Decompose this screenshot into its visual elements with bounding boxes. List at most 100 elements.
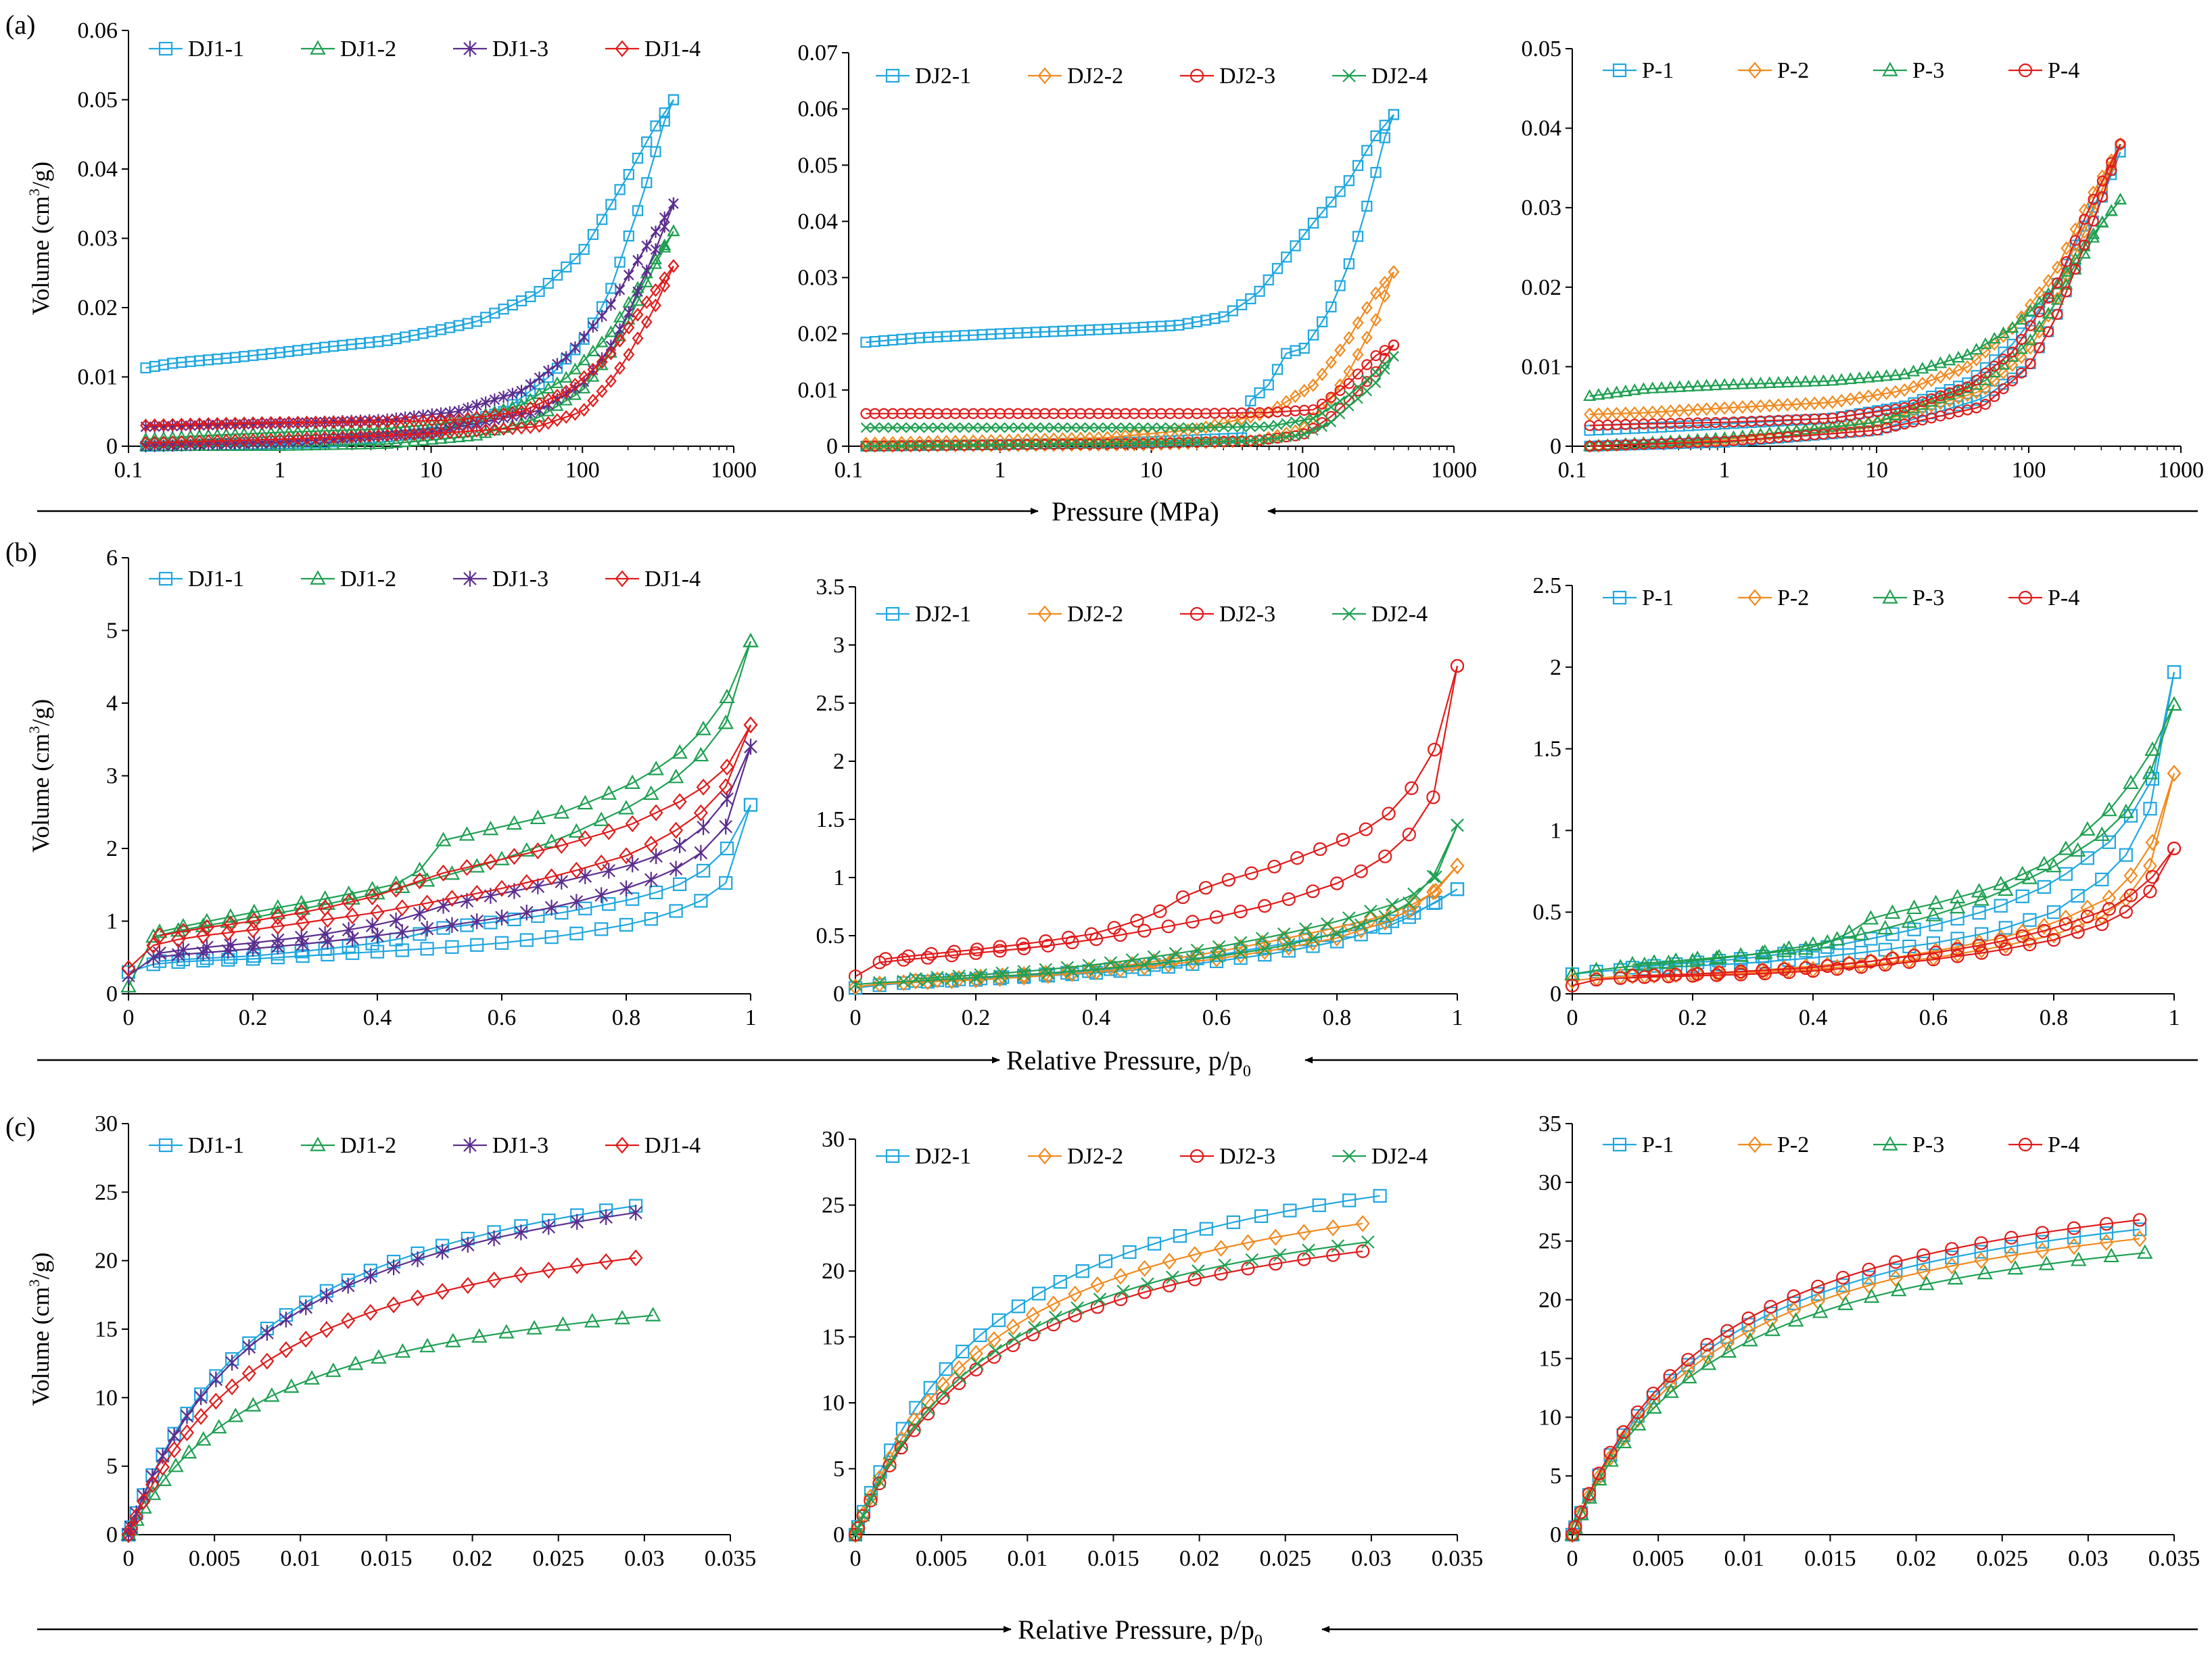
data-point-DJ2-1: [1307, 217, 1319, 229]
data-point-P-3: [2070, 1251, 2087, 1266]
data-point-P-3: [1925, 395, 1938, 407]
data-point-P-4: [2106, 157, 2117, 168]
data-point-DJ1-2: [245, 1397, 262, 1412]
y-tick-label: 0: [1550, 1522, 1561, 1548]
data-point-DJ2-4: [914, 422, 925, 433]
data-point-DJ2-2: [1325, 355, 1337, 369]
data-point-DJ1-4: [208, 1393, 223, 1410]
data-point-P-3: [1863, 1288, 1880, 1303]
data-point-DJ1-2: [283, 1378, 300, 1393]
data-point-DJ1-2: [506, 815, 523, 830]
data-point-DJ1-4: [420, 894, 435, 912]
x-tick-label: 0.2: [239, 1005, 268, 1030]
data-point-DJ1-4: [229, 433, 241, 448]
legend-label: DJ2-2: [1067, 1144, 1123, 1169]
y-tick-label: 0.01: [78, 365, 118, 390]
data-point-P-4: [1582, 1487, 1597, 1501]
x-tick-label: 0.015: [1804, 1546, 1856, 1571]
data-point-DJ2-4: [1004, 422, 1014, 433]
data-point-DJ1-3: [248, 934, 261, 951]
legend-marker-P-4: [2018, 1137, 2033, 1152]
data-point-DJ1-4: [320, 911, 335, 928]
data-point-P-3: [2050, 293, 2064, 305]
data-point-DJ2-3: [993, 944, 1007, 958]
data-point-DJ1-2: [578, 353, 591, 366]
data-point-DJ1-2: [644, 1307, 661, 1322]
legend-label: DJ1-4: [644, 1133, 701, 1158]
x-tick-label: 0: [850, 1546, 862, 1571]
data-point-DJ1-2: [443, 431, 456, 443]
data-point-DJ2-4: [860, 441, 872, 452]
y-tick-label: 20: [95, 1249, 118, 1274]
legend-marker-P-2: [1747, 1136, 1762, 1153]
series-DJ1-1: [121, 798, 758, 979]
data-point-DJ1-4: [395, 899, 410, 917]
data-point-P-3: [1835, 418, 1848, 431]
data-point-P-3: [1637, 435, 1651, 448]
data-point-DJ2-2: [1187, 1246, 1202, 1264]
series-P-3: [1564, 696, 2182, 980]
data-point-P-2: [1701, 402, 1712, 416]
data-point-P-3: [1581, 1489, 1597, 1504]
data-point-P-2: [1647, 405, 1659, 420]
data-point-P-2: [1835, 419, 1848, 433]
data-point-DJ2-3: [1382, 807, 1396, 821]
data-point-P-4: [2042, 326, 2054, 337]
data-point-DJ2-4: [1364, 905, 1378, 918]
data-point-P-4: [2042, 292, 2054, 304]
data-point-P-4: [2119, 905, 2133, 919]
data-point-DJ2-2: [1128, 437, 1140, 452]
legend: P-1 P-2 P-3 P-4: [1603, 1132, 2079, 1157]
data-point-DJ1-2: [604, 325, 617, 337]
data-point-P-3: [1673, 433, 1687, 446]
data-point-P-4: [2025, 358, 2036, 370]
data-point-DJ1-2: [667, 769, 684, 784]
data-point-DJ1-4: [435, 413, 447, 427]
data-point-P-2: [2042, 274, 2054, 288]
data-point-DJ1-4: [291, 415, 304, 430]
legend-item-DJ2-2: DJ2-2: [1028, 602, 1123, 627]
data-point-DJ1-4: [471, 410, 483, 425]
data-point-DJ2-4: [1066, 439, 1077, 450]
legend-label: P-1: [1642, 58, 1674, 83]
data-point-DJ1-2: [348, 1356, 364, 1370]
data-point-DJ1-2: [335, 437, 350, 450]
data-point-P-2: [1862, 1276, 1877, 1294]
data-point-DJ2-4: [1370, 366, 1382, 378]
data-point-P-4: [1994, 934, 2008, 949]
data-point-P-4: [2095, 917, 2109, 932]
data-point-DJ2-4: [1325, 402, 1337, 412]
data-point-P-2: [2069, 222, 2081, 237]
data-point-DJ1-2: [593, 811, 609, 826]
data-point-DJ2-4: [1361, 375, 1373, 385]
data-point-DJ1-3: [569, 341, 581, 354]
chart-panels: 00.010.020.030.040.050.060.1 1 10 100 1000Vo…: [26, 18, 2204, 1571]
data-point-DJ2-4: [1245, 1253, 1259, 1267]
data-point-P-3: [1870, 370, 1884, 382]
data-point-P-3: [1880, 369, 1893, 381]
series-line-P-4: [1572, 848, 2175, 986]
data-point-P-4: [2016, 367, 2027, 379]
data-point-DJ1-1: [445, 940, 459, 954]
data-point-DJ1-4: [578, 370, 590, 384]
data-point-DJ1-4: [650, 283, 661, 297]
data-point-DJ1-1: [494, 936, 509, 950]
data-point-DJ1-3: [602, 863, 616, 879]
data-point-DJ2-3: [1313, 842, 1327, 857]
data-point-DJ1-3: [341, 1277, 355, 1294]
legend: P-1 P-2 P-3 P-4: [1603, 585, 2079, 610]
data-point-DJ2-4: [1104, 956, 1118, 969]
data-point-DJ2-4: [1218, 1258, 1231, 1272]
data-point-DJ1-3: [507, 387, 518, 400]
data-point-DJ2-4: [1277, 927, 1291, 941]
data-point-P-1: [2004, 1239, 2019, 1253]
data-point-DJ1-4: [390, 428, 402, 442]
data-point-DJ2-2: [1255, 934, 1270, 952]
data-point-P-3: [2023, 333, 2038, 345]
legend-item-P-4: P-4: [2008, 58, 2079, 83]
data-point-DJ1-4: [389, 880, 404, 898]
x-tick-label: 0: [850, 1005, 862, 1030]
data-point-DJ2-4: [945, 972, 959, 986]
data-point-DJ1-4: [614, 333, 626, 347]
data-point-DJ1-1: [365, 936, 379, 951]
